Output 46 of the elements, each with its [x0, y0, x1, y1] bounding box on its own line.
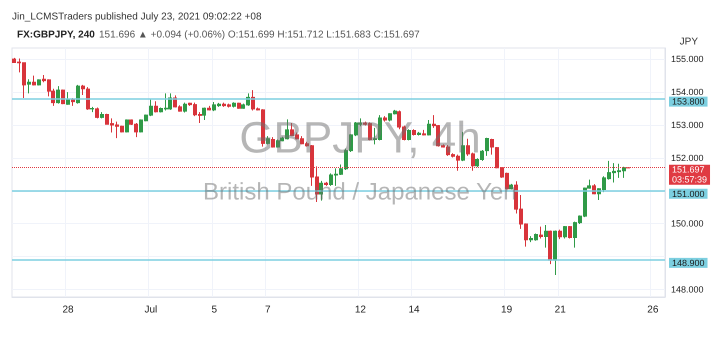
candlestick	[27, 78, 31, 94]
y-tick-label: 148.000	[671, 284, 704, 294]
ref-line-label: 151.697 03:57:39	[672, 164, 708, 185]
candlestick	[76, 84, 80, 104]
candlestick	[207, 105, 211, 111]
y-tick-label: 154.000	[671, 87, 704, 98]
candlestick	[568, 225, 572, 239]
candlestick	[553, 230, 557, 276]
candlestick	[154, 100, 158, 113]
candlestick	[95, 107, 99, 119]
candlestick	[539, 226, 543, 239]
chart-subtitle: 151.696 ▲ +0.094 (+0.06%) O:151.699 H:151.712 L:151.683 C:151.697	[99, 30, 420, 40]
y-tick-label: 153.000	[671, 120, 704, 130]
x-tick-label: 14	[408, 304, 420, 316]
x-tick-label: Jul	[144, 304, 158, 316]
candlestick	[563, 225, 567, 239]
x-tick-label: 28	[62, 304, 74, 316]
chart-title: FX:GBPJPY, 240	[17, 30, 96, 40]
candlestick	[37, 78, 41, 86]
candlestick	[485, 137, 489, 156]
y-tick-label: 155.000	[671, 54, 704, 64]
ref-line-label: 148.900	[672, 258, 705, 268]
x-tick-label: 21	[554, 304, 566, 316]
candlestick	[183, 102, 187, 113]
x-tick-label: 26	[647, 304, 659, 316]
candlestick	[237, 102, 241, 110]
x-tick-label: 12	[354, 304, 366, 316]
candlestick	[32, 75, 36, 86]
x-tick-label: 7	[265, 304, 272, 316]
candlestick	[558, 229, 562, 240]
candlestick	[544, 224, 548, 248]
x-tick-label: 19	[501, 304, 513, 316]
y-axis-title: JPY	[680, 36, 698, 48]
candlestick	[66, 92, 70, 106]
ref-line-label: 151.000	[672, 188, 705, 199]
x-tick-label: 5	[211, 304, 218, 316]
candlestick	[125, 118, 129, 134]
candlestick	[100, 112, 104, 119]
candlestick	[90, 106, 94, 113]
ref-line-label: 153.800	[672, 96, 705, 107]
candlestick	[202, 107, 206, 121]
text: Jin_LCMSTraders published July 23, 2021 09:02:22 +08	[12, 12, 262, 22]
candlestick	[232, 102, 236, 108]
candlestick	[548, 230, 552, 265]
y-tick-label: 150.000	[671, 218, 704, 229]
y-tick-label: 152.000	[671, 152, 704, 163]
